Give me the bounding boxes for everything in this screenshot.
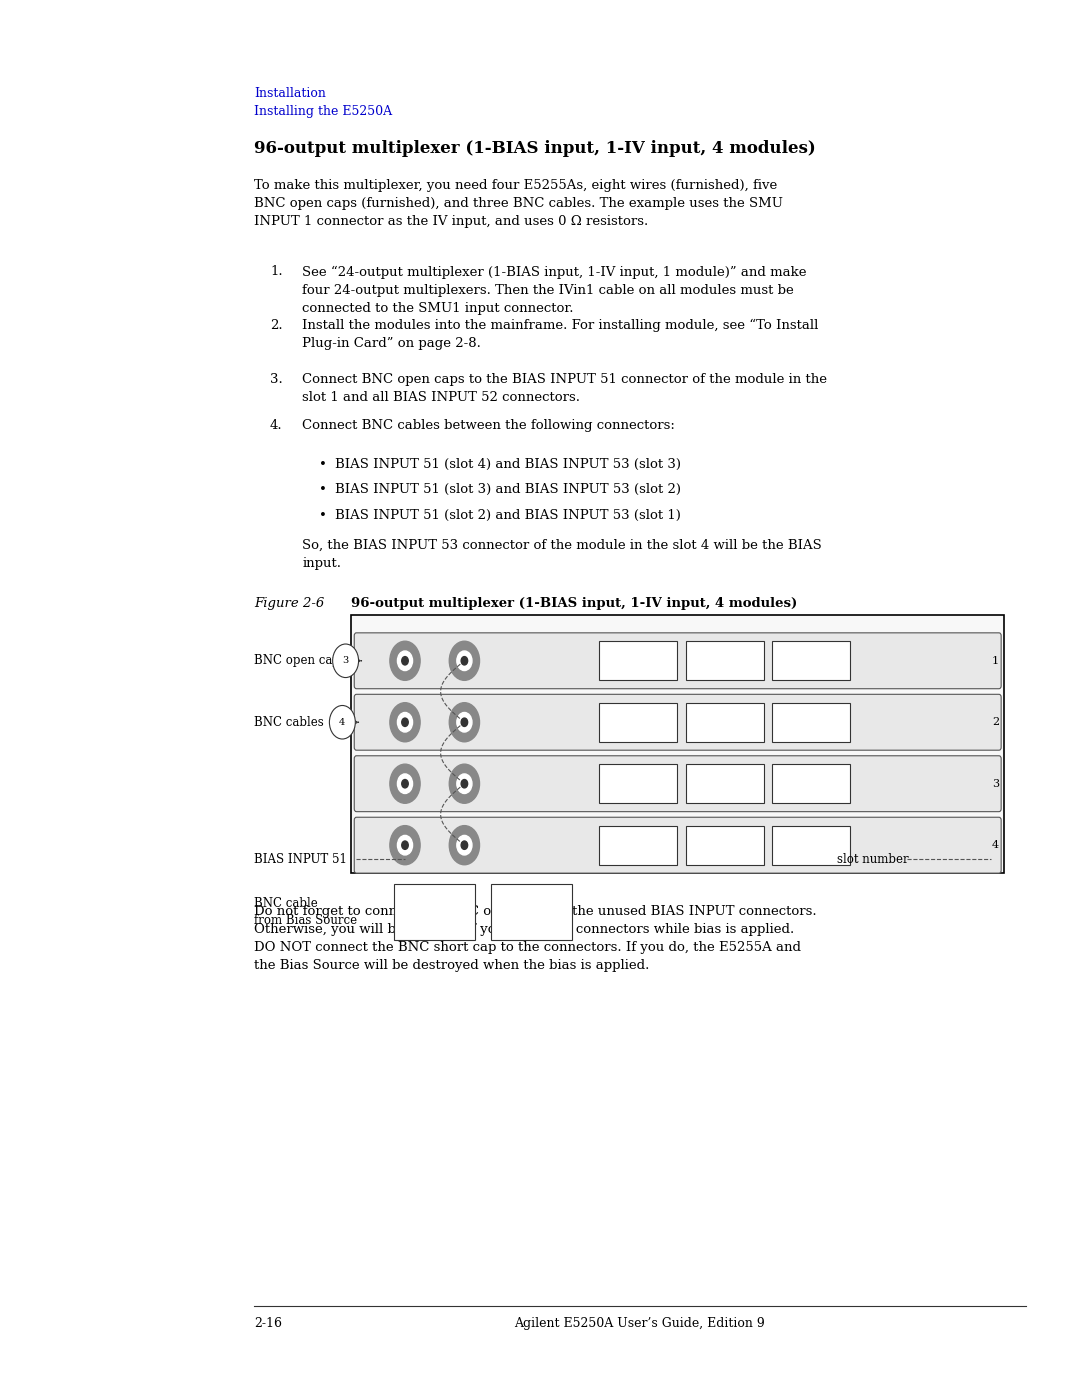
FancyBboxPatch shape [491, 884, 572, 940]
FancyBboxPatch shape [686, 703, 764, 742]
Text: 96-output multiplexer (1-BIAS input, 1-IV input, 4 modules): 96-output multiplexer (1-BIAS input, 1-I… [254, 140, 815, 156]
Circle shape [461, 657, 468, 665]
Circle shape [457, 774, 472, 793]
FancyBboxPatch shape [772, 703, 850, 742]
Text: Figure 2-6: Figure 2-6 [254, 597, 324, 609]
FancyBboxPatch shape [354, 633, 1001, 689]
FancyBboxPatch shape [599, 826, 677, 865]
Text: Agilent E5250A User’s Guide, Edition 9: Agilent E5250A User’s Guide, Edition 9 [514, 1317, 766, 1330]
Circle shape [449, 826, 480, 865]
Text: Install the modules into the mainframe. For installing module, see “To Install
P: Install the modules into the mainframe. … [302, 319, 819, 349]
Text: •: • [319, 509, 326, 521]
Text: 3.: 3. [270, 373, 283, 386]
FancyBboxPatch shape [599, 764, 677, 803]
Circle shape [333, 644, 359, 678]
Circle shape [457, 651, 472, 671]
Circle shape [402, 780, 408, 788]
FancyArrowPatch shape [353, 719, 359, 725]
Text: So, the BIAS INPUT 53 connector of the module in the slot 4 will be the BIAS
inp: So, the BIAS INPUT 53 connector of the m… [302, 539, 822, 570]
Circle shape [461, 718, 468, 726]
Text: Installing the E5250A: Installing the E5250A [254, 105, 392, 117]
Circle shape [402, 657, 408, 665]
Circle shape [397, 712, 413, 732]
Text: To make this multiplexer, you need four E5255As, eight wires (furnished), five
B: To make this multiplexer, you need four … [254, 179, 783, 228]
FancyBboxPatch shape [599, 703, 677, 742]
Circle shape [457, 712, 472, 732]
FancyBboxPatch shape [686, 641, 764, 680]
Text: 1.: 1. [270, 265, 283, 278]
FancyBboxPatch shape [772, 764, 850, 803]
Circle shape [449, 703, 480, 742]
Text: Do not forget to connect the BNC open caps to the unused BIAS INPUT connectors.
: Do not forget to connect the BNC open ca… [254, 905, 816, 972]
Text: 4: 4 [339, 718, 346, 726]
FancyBboxPatch shape [354, 694, 1001, 750]
Text: •: • [319, 483, 326, 496]
Text: BIAS INPUT 51 (slot 4) and BIAS INPUT 53 (slot 3): BIAS INPUT 51 (slot 4) and BIAS INPUT 53… [335, 458, 680, 471]
Circle shape [402, 718, 408, 726]
Circle shape [329, 705, 355, 739]
Text: 2: 2 [991, 717, 999, 728]
Text: slot number: slot number [837, 852, 908, 866]
FancyBboxPatch shape [394, 884, 475, 940]
Text: BIAS INPUT 51 (slot 3) and BIAS INPUT 53 (slot 2): BIAS INPUT 51 (slot 3) and BIAS INPUT 53… [335, 483, 680, 496]
FancyBboxPatch shape [354, 817, 1001, 873]
Circle shape [390, 826, 420, 865]
Text: 4.: 4. [270, 419, 283, 432]
Text: BNC cable
from Bias Source: BNC cable from Bias Source [254, 897, 356, 928]
FancyArrowPatch shape [356, 658, 362, 664]
Circle shape [390, 764, 420, 803]
Text: See “24-output multiplexer (1-BIAS input, 1-IV input, 1 module)” and make
four 2: See “24-output multiplexer (1-BIAS input… [302, 265, 807, 314]
Text: Connect BNC cables between the following connectors:: Connect BNC cables between the following… [302, 419, 675, 432]
FancyBboxPatch shape [354, 756, 1001, 812]
Text: •: • [319, 458, 326, 471]
Circle shape [397, 835, 413, 855]
FancyBboxPatch shape [351, 615, 1004, 873]
FancyBboxPatch shape [599, 641, 677, 680]
Circle shape [449, 764, 480, 803]
Circle shape [457, 835, 472, 855]
Text: 2.: 2. [270, 319, 283, 331]
FancyBboxPatch shape [686, 826, 764, 865]
Text: Installation: Installation [254, 87, 326, 99]
Text: BIAS INPUT 51 (slot 2) and BIAS INPUT 53 (slot 1): BIAS INPUT 51 (slot 2) and BIAS INPUT 53… [335, 509, 680, 521]
Text: 2-16: 2-16 [254, 1317, 282, 1330]
Circle shape [402, 841, 408, 849]
Circle shape [397, 651, 413, 671]
FancyBboxPatch shape [772, 826, 850, 865]
Circle shape [461, 841, 468, 849]
Text: 3: 3 [342, 657, 349, 665]
Text: 96-output multiplexer (1-BIAS input, 1-IV input, 4 modules): 96-output multiplexer (1-BIAS input, 1-I… [351, 597, 797, 609]
Circle shape [390, 703, 420, 742]
Text: Connect BNC open caps to the BIAS INPUT 51 connector of the module in the
slot 1: Connect BNC open caps to the BIAS INPUT … [302, 373, 827, 404]
Circle shape [449, 641, 480, 680]
Circle shape [461, 780, 468, 788]
Circle shape [390, 641, 420, 680]
Text: BIAS INPUT 51: BIAS INPUT 51 [254, 852, 347, 866]
Text: 1: 1 [991, 655, 999, 666]
Text: BNC open caps: BNC open caps [254, 654, 346, 668]
FancyBboxPatch shape [772, 641, 850, 680]
Text: 4: 4 [991, 840, 999, 851]
FancyBboxPatch shape [686, 764, 764, 803]
Text: BNC cables: BNC cables [254, 715, 324, 729]
Text: 3: 3 [991, 778, 999, 789]
Circle shape [397, 774, 413, 793]
